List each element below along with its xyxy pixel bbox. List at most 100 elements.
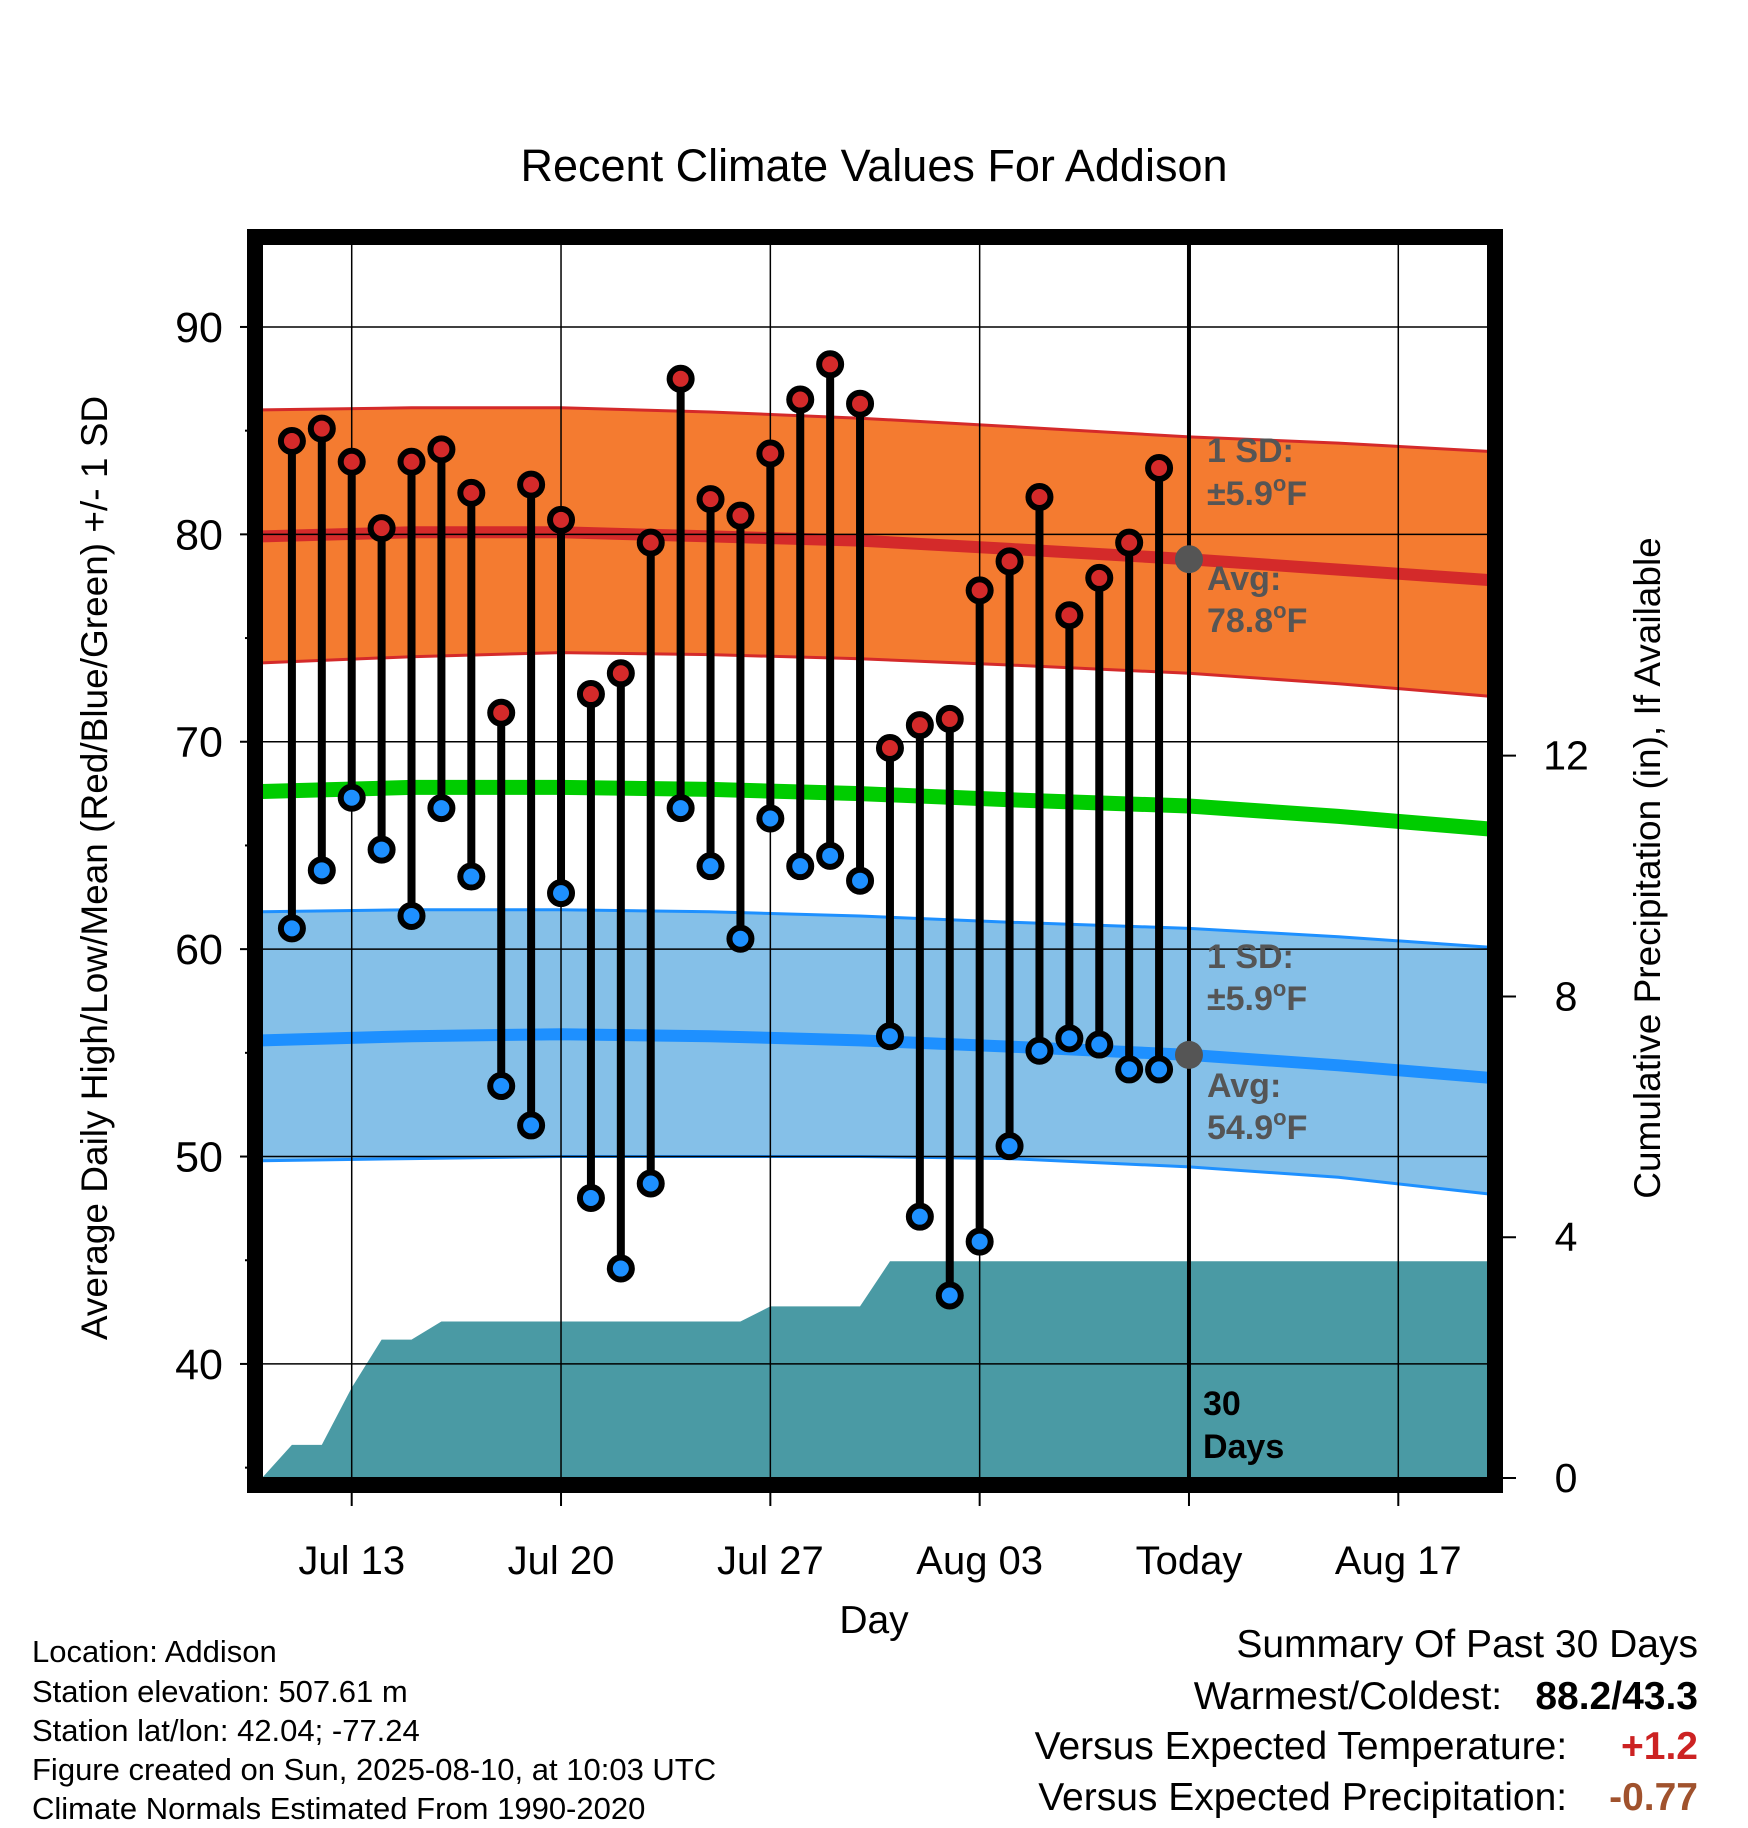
y-axis-label: Average Daily High/Low/Mean (Red/Blue/Gr… [74,396,115,1340]
low-temp-point [995,1132,1024,1161]
low-temp-point [726,924,755,953]
low-temp-point [905,1202,934,1231]
low-temp-point [1025,1036,1054,1065]
high-temp-point [576,680,605,709]
high-temp-point [1145,453,1174,482]
y-tick-label: 40 [175,1341,223,1389]
y2-tick-label: 0 [1555,1455,1578,1501]
low-sd-band-upper-edge [261,908,1489,949]
elevation-text: Station elevation: 507.61 m [32,1674,408,1709]
low-temp-point [576,1184,605,1213]
low-temp-point [636,1169,665,1198]
high-temp-point [1085,563,1114,592]
high-avg-value: 78.8oF [1207,598,1307,640]
high-temp-point [696,485,725,514]
high-temp-point [517,470,546,499]
high-temp-point [337,447,366,476]
x-tick-label: Jul 27 [717,1539,824,1583]
precip-value: -0.77 [1609,1776,1698,1819]
summary-precip: Versus Expected Precipitation: -0.77 [1038,1778,1698,1817]
precipitation-area [262,1261,1488,1478]
summary-title: Summary Of Past 30 Days [1236,1623,1698,1666]
precip-label: Versus Expected Precipitation: [1038,1776,1568,1819]
high-temp-point [1055,601,1084,630]
high-temp-point [606,659,635,688]
x-tick-label: Aug 03 [916,1539,1043,1583]
high-temp-point [786,385,815,414]
y-tick-label: 50 [175,1134,223,1182]
low-temp-point [487,1072,516,1101]
y-tick-label: 70 [175,719,223,767]
window-days-number: 30 [1203,1385,1241,1423]
y2-tick-label: 4 [1555,1214,1578,1260]
high-temp-point [636,528,665,557]
low-temp-point [1055,1024,1084,1053]
low-avg-label: Avg: [1207,1067,1281,1105]
low-temp-point [547,879,576,908]
x-tick-label: Jul 20 [508,1539,615,1583]
low-temp-point [307,856,336,885]
low-temp-point [397,901,426,930]
summary-temp: Versus Expected Temperature: +1.2 [1035,1727,1698,1766]
high-temp-point [965,576,994,605]
low-avg-line [261,1028,1489,1084]
low-temp-point [696,852,725,881]
location-text: Location: Addison [32,1634,277,1669]
low-temp-point [1085,1030,1114,1059]
low-temp-point [1115,1055,1144,1084]
x-tick-label: Aug 17 [1335,1539,1462,1583]
low-temp-point [935,1281,964,1310]
high-avg-label: Avg: [1207,560,1281,598]
chart-title: Recent Climate Values For Addison [520,140,1227,191]
window-days-label: Days [1203,1428,1284,1466]
low-sd-band-fill [262,909,1488,1194]
y2-tick-label: 12 [1543,733,1589,779]
high-temp-point [277,427,306,456]
today-low-avg-marker [1174,1040,1203,1069]
high-temp-point [816,350,845,379]
high-temp-point [846,389,875,418]
low-avg-value: 54.9oF [1207,1105,1307,1147]
low-sd-label: 1 SD: [1207,938,1294,976]
temp-value: +1.2 [1621,1725,1698,1768]
created-text: Figure created on Sun, 2025-08-10, at 10… [32,1752,717,1787]
high-temp-point [756,439,785,468]
low-temp-point [606,1254,635,1283]
x-axis-label: Day [839,1599,909,1642]
x-tick-label: Jul 13 [298,1539,405,1583]
warm-cold-label: Warmest/Coldest: [1193,1675,1503,1718]
high-temp-point [995,547,1024,576]
low-temp-point [277,914,306,943]
low-temp-point [427,794,456,823]
low-temp-point [846,866,875,895]
latlon-text: Station lat/lon: 42.04; -77.24 [32,1713,420,1748]
high-sd-label: 1 SD: [1207,432,1294,470]
y2-axis-label: Cumulative Precipitation (in), If Availa… [1627,537,1668,1199]
y-tick-label: 80 [175,511,223,559]
high-temp-point [307,414,336,443]
high-sd-band-fill [262,407,1488,697]
y2-tick-label: 8 [1555,973,1578,1019]
low-temp-point [965,1227,994,1256]
high-temp-point [935,704,964,733]
high-temp-point [875,733,904,762]
low-temp-point [786,852,815,881]
x-tick-label: Today [1136,1539,1243,1583]
low-temp-point [816,841,845,870]
summary-warm-cold: Warmest/Coldest: 88.2/43.3 [1194,1677,1698,1716]
high-temp-point [547,505,576,534]
high-temp-point [726,501,755,530]
high-temp-point [905,711,934,740]
low-temp-point [875,1022,904,1051]
low-temp-point [666,794,695,823]
low-temp-point [756,804,785,833]
temp-label: Versus Expected Temperature: [1034,1725,1568,1768]
low-sd-value: ±5.9oF [1207,976,1307,1018]
today-high-avg-marker [1174,545,1203,574]
high-temp-point [397,447,426,476]
low-temp-point [367,835,396,864]
high-temp-point [367,514,396,543]
low-temp-point [517,1111,546,1140]
y-tick-label: 60 [175,926,223,974]
